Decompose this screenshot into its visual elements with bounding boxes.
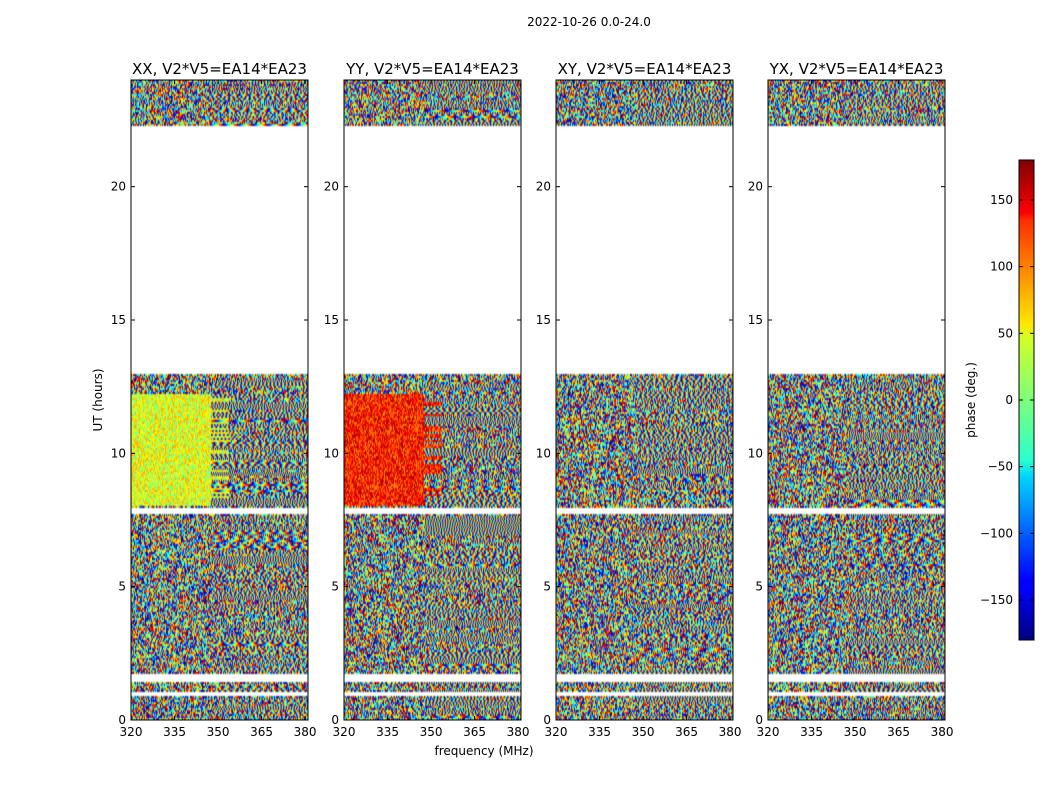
y-tick-label: 0 bbox=[331, 713, 339, 727]
y-axis-label: UT (hours) bbox=[91, 368, 105, 431]
y-tick-label: 10 bbox=[111, 446, 126, 460]
colorbar-tick-label: 150 bbox=[990, 193, 1013, 207]
x-tick-label: 320 bbox=[757, 725, 780, 739]
y-tick-label: 15 bbox=[324, 313, 339, 327]
x-tick-label: 365 bbox=[675, 725, 698, 739]
y-tick-label: 5 bbox=[331, 580, 339, 594]
x-tick-label: 365 bbox=[887, 725, 910, 739]
x-tick-label: 350 bbox=[844, 725, 867, 739]
colorbar-tick-label: 50 bbox=[998, 326, 1013, 340]
phase-heatmap bbox=[131, 80, 308, 720]
x-tick-label: 320 bbox=[333, 725, 356, 739]
y-tick-label: 15 bbox=[536, 313, 551, 327]
y-tick-label: 10 bbox=[536, 446, 551, 460]
x-tick-label: 350 bbox=[420, 725, 443, 739]
y-tick-label: 20 bbox=[748, 180, 763, 194]
panel-3: XY, V2*V5=EA14*EA23 320 335 350 365 380 0 5 10 15… bbox=[536, 60, 742, 739]
y-tick-label: 15 bbox=[111, 313, 126, 327]
x-tick-label: 320 bbox=[120, 725, 143, 739]
y-tick-label: 15 bbox=[748, 313, 763, 327]
y-tick-label: 20 bbox=[324, 180, 339, 194]
panel-frame bbox=[767, 79, 946, 721]
colorbar-tick-label: 0 bbox=[1005, 393, 1013, 407]
phase-heatmap bbox=[344, 80, 521, 720]
y-tick-label: 5 bbox=[543, 580, 551, 594]
y-tick-label: 0 bbox=[755, 713, 763, 727]
colorbar-label: phase (deg.) bbox=[964, 362, 978, 438]
colorbar-tick-label: −100 bbox=[980, 526, 1013, 540]
y-tick-label: 0 bbox=[543, 713, 551, 727]
panel-2: YY, V2*V5=EA14*EA23 320 335 350 365 380 0 5 10 15… bbox=[324, 60, 530, 739]
panel-frame bbox=[343, 79, 522, 721]
x-tick-label: 335 bbox=[163, 725, 186, 739]
colorbar-tick-label: 100 bbox=[990, 260, 1013, 274]
x-axis-label: frequency (MHz) bbox=[434, 744, 533, 758]
x-tick-label: 365 bbox=[250, 725, 273, 739]
panel-frame bbox=[555, 79, 734, 721]
y-tick-label: 20 bbox=[111, 180, 126, 194]
y-tick-label: 10 bbox=[324, 446, 339, 460]
panel-title: YX, V2*V5=EA14*EA23 bbox=[769, 60, 944, 78]
x-tick-label: 380 bbox=[294, 725, 317, 739]
x-tick-label: 380 bbox=[931, 725, 954, 739]
phase-heatmap bbox=[556, 80, 733, 720]
colorbar: 150 100 50 0 −50 −100 −150 phase (deg.) bbox=[964, 159, 1035, 641]
x-tick-label: 350 bbox=[207, 725, 230, 739]
x-tick-label: 350 bbox=[632, 725, 655, 739]
x-tick-label: 335 bbox=[376, 725, 399, 739]
colorbar-tick-label: −150 bbox=[980, 593, 1013, 607]
panel-1: XX, V2*V5=EA14*EA23 320 335 350 365 380 0 5 10 15… bbox=[111, 60, 317, 739]
phase-heatmap bbox=[768, 80, 945, 720]
x-tick-label: 365 bbox=[463, 725, 486, 739]
colorbar-tick-label: −50 bbox=[988, 460, 1013, 474]
x-tick-label: 335 bbox=[588, 725, 611, 739]
x-tick-label: 320 bbox=[545, 725, 568, 739]
x-tick-label: 380 bbox=[507, 725, 530, 739]
x-tick-label: 380 bbox=[719, 725, 742, 739]
x-tick-label: 335 bbox=[800, 725, 823, 739]
panel-4: YX, V2*V5=EA14*EA23 320 335 350 365 380 0 5 10 15… bbox=[748, 60, 954, 739]
panel-title: XY, V2*V5=EA14*EA23 bbox=[558, 60, 732, 78]
panel-title: YY, V2*V5=EA14*EA23 bbox=[345, 60, 519, 78]
panel-title: XX, V2*V5=EA14*EA23 bbox=[132, 60, 307, 78]
y-tick-label: 10 bbox=[748, 446, 763, 460]
figure-title: 2022-10-26 0.0-24.0 bbox=[527, 15, 651, 29]
y-tick-label: 5 bbox=[118, 580, 126, 594]
y-tick-label: 20 bbox=[536, 180, 551, 194]
panel-frame bbox=[130, 79, 309, 721]
y-tick-label: 0 bbox=[118, 713, 126, 727]
y-tick-label: 5 bbox=[755, 580, 763, 594]
